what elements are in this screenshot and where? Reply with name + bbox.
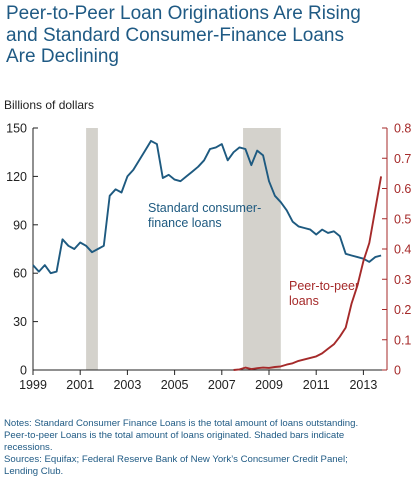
standard-loans-label-line-2: finance loans: [148, 216, 222, 230]
p2p-loans-label-line-2: loans: [289, 294, 319, 308]
right-tick-label: 0: [394, 364, 401, 378]
x-tick-label: 1999: [19, 378, 47, 392]
x-tick-label: 2009: [255, 378, 283, 392]
notes-line-3: recessions.: [4, 442, 53, 454]
chart-notes: Notes: Standard Consumer Finance Loans i…: [4, 418, 418, 478]
title-line-1: Peer-to-Peer Loan Originations Are Risin…: [6, 3, 361, 24]
notes-line-1: Notes: Standard Consumer Finance Loans i…: [4, 418, 359, 429]
x-tick-label: 2011: [303, 378, 330, 392]
right-tick-label: 0.7: [394, 152, 411, 166]
right-tick-label: 0.8: [394, 122, 411, 136]
recession-band-2: [243, 128, 281, 370]
x-tick-label: 2003: [113, 378, 141, 392]
right-tick-label: 0.5: [394, 212, 411, 226]
left-tick-label: 90: [13, 218, 27, 232]
peer-to-peer-loans-line: [233, 176, 383, 371]
right-tick-label: 0.3: [394, 273, 411, 287]
right-tick-label: 0.2: [394, 303, 411, 317]
notes-line-2: Peer-to-peer Loans is the total amount o…: [4, 430, 345, 442]
left-tick-label: 120: [6, 170, 27, 184]
x-tick-label: 2013: [349, 378, 377, 392]
p2p-loans-label-line-1: Peer-to-peer: [289, 279, 359, 293]
x-tick-label: 2001: [66, 378, 94, 392]
x-tick-label: 2005: [161, 378, 189, 392]
standard-loans-label-line-1: Standard consumer-: [148, 201, 261, 215]
left-axis-unit-label: Billions of dollars: [4, 98, 95, 112]
title-line-2: and Standard Consumer-Finance Loans: [6, 24, 344, 46]
left-tick-label: 30: [13, 315, 27, 329]
x-tick-label: 2007: [208, 378, 236, 392]
right-tick-label: 0.4: [394, 243, 411, 257]
title-line-3: Are Declining: [6, 46, 119, 67]
left-tick-label: 0: [20, 364, 27, 378]
sources-line-2: Lending Club.: [4, 466, 64, 478]
standard-consumer-finance-loans-line: [32, 139, 382, 275]
recession-band-1: [86, 128, 98, 370]
dual-axis-line-chart: 0 30 60 90 120 150 0 0.1 0.2 0.3 0.4 0.5 0.6 0.7 0.8 19…: [6, 122, 411, 393]
right-tick-label: 0.1: [394, 333, 411, 347]
left-tick-label: 60: [13, 267, 27, 281]
sources-line-1: Sources: Equifax; Federal Reserve Bank o…: [4, 454, 348, 466]
right-tick-label: 0.6: [394, 182, 411, 196]
chart-title: Peer-to-Peer Loan Originations Are Risin…: [6, 3, 416, 68]
left-tick-label: 150: [6, 122, 27, 136]
